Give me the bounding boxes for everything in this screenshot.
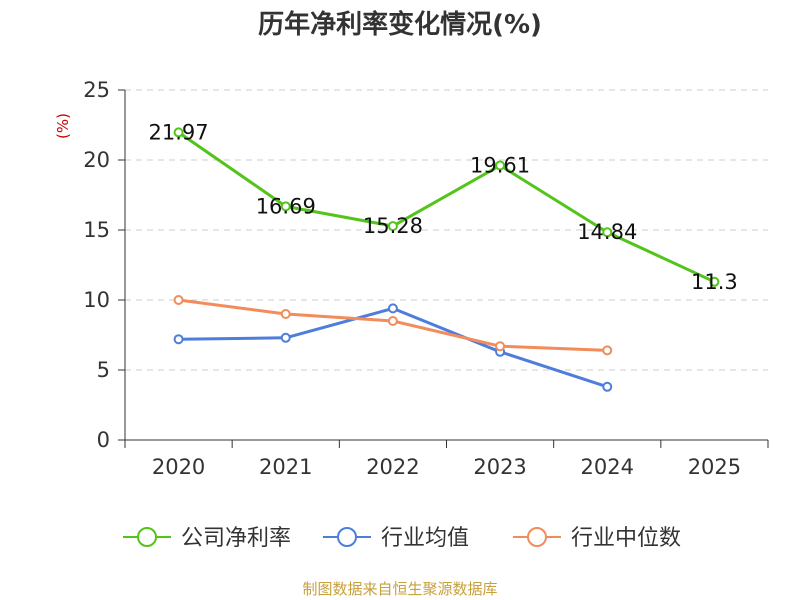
data-point: [602, 381, 613, 392]
data-point: [495, 341, 506, 352]
data-point: [602, 345, 613, 356]
series: [173, 127, 720, 392]
y-axis-unit: (%): [54, 113, 72, 139]
source-note: 制图数据来自恒生聚源数据库: [302, 580, 497, 598]
legend[interactable]: 公司净利率 行业均值 行业中位数: [123, 526, 681, 551]
data-label: 21.97: [149, 120, 209, 144]
data-point: [387, 316, 398, 326]
data-point: [602, 227, 613, 238]
data-label: 14.84: [577, 220, 637, 244]
x-tick-label: 2023: [473, 455, 526, 479]
data-point: [280, 201, 291, 212]
legend-marker: [337, 527, 357, 547]
data-label: 11.3: [691, 270, 738, 294]
legend-marker: [137, 527, 157, 547]
y-tick-label: 25: [83, 78, 110, 102]
legend-label: 行业均值: [381, 526, 469, 551]
x-tick-label: 2022: [366, 455, 419, 479]
series-line-0: [177, 131, 716, 284]
data-point: [709, 276, 720, 287]
legend-item-1[interactable]: 行业均值: [323, 526, 469, 551]
grid-lines: [125, 89, 768, 371]
legend-item-0[interactable]: 公司净利率: [123, 526, 291, 551]
legend-label: 行业中位数: [571, 526, 681, 551]
data-label: 19.61: [470, 153, 530, 177]
y-tick-label: 20: [83, 148, 110, 172]
data-labels: 21.97 16.69 15.28 19.61 14.84 11.3: [149, 120, 738, 293]
data-point: [173, 295, 184, 305]
data-point: [173, 127, 184, 138]
legend-marker: [527, 527, 547, 547]
data-point: [280, 309, 291, 319]
x-tick-label: 2025: [688, 455, 741, 479]
y-tick-label: 5: [97, 358, 110, 382]
chart-title: 历年净利率变化情况(%): [258, 9, 542, 40]
x-tick-label: 2024: [581, 455, 634, 479]
data-point: [387, 303, 398, 314]
legend-item-2[interactable]: 行业中位数: [513, 526, 681, 551]
data-label: 16.69: [256, 194, 316, 218]
data-point: [387, 221, 398, 232]
y-tick-label: 10: [83, 288, 110, 312]
x-tick-label: 2020: [152, 455, 205, 479]
data-point: [280, 332, 291, 343]
y-tick-label: 15: [83, 218, 110, 242]
data-label: 15.28: [363, 214, 423, 238]
data-point: [495, 160, 506, 171]
data-point: [173, 334, 184, 345]
legend-label: 公司净利率: [181, 526, 291, 551]
y-tick-label: 0: [97, 428, 110, 452]
x-tick-label: 2021: [259, 455, 312, 479]
